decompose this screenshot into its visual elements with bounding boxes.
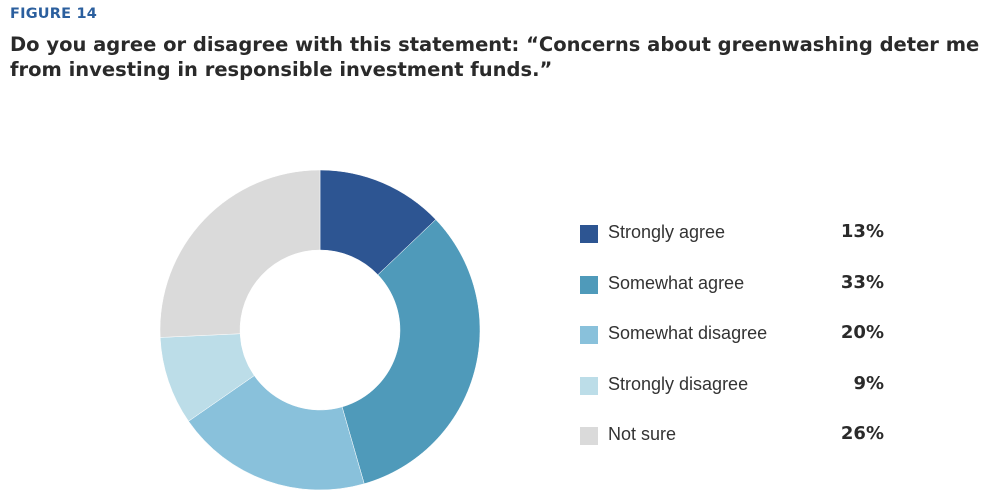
- figure-label: FIGURE 14: [10, 6, 98, 22]
- legend-swatch: [580, 326, 598, 344]
- legend-label: Somewhat agree: [608, 272, 745, 293]
- legend-value: 13%: [840, 221, 884, 242]
- legend-value: 26%: [840, 423, 884, 444]
- legend-value: 9%: [853, 372, 884, 394]
- legend-swatch: [580, 376, 598, 395]
- legend-value: 20%: [840, 322, 884, 343]
- legend-label: Strongly agree: [608, 222, 726, 242]
- legend-swatch: [580, 427, 598, 445]
- chart-title: Do you agree or disagree with this state…: [10, 33, 980, 81]
- legend-label: Somewhat disagree: [608, 323, 768, 343]
- donut-slice-not-sure: [159, 169, 321, 338]
- legend-item-somewhat-disagree: Somewhat disagree 20%: [580, 321, 890, 372]
- donut-slice-somewhat-disagree: [188, 375, 365, 491]
- legend-item-strongly-disagree: Strongly disagree 9%: [580, 372, 890, 423]
- legend-value: 33%: [840, 271, 884, 293]
- legend-item-not-sure: Not sure 26%: [580, 422, 890, 473]
- legend-item-somewhat-agree: Somewhat agree 33%: [580, 271, 890, 322]
- donut-chart: [159, 169, 481, 491]
- legend-label: Strongly disagree: [608, 373, 749, 394]
- chart-legend: Strongly agree 13% Somewhat agree 33% So…: [580, 220, 890, 473]
- legend-label: Not sure: [608, 424, 677, 444]
- donut-slice-somewhat-agree: [341, 219, 481, 485]
- legend-swatch: [580, 275, 598, 294]
- legend-item-strongly-agree: Strongly agree 13%: [580, 220, 890, 271]
- legend-swatch: [580, 225, 598, 243]
